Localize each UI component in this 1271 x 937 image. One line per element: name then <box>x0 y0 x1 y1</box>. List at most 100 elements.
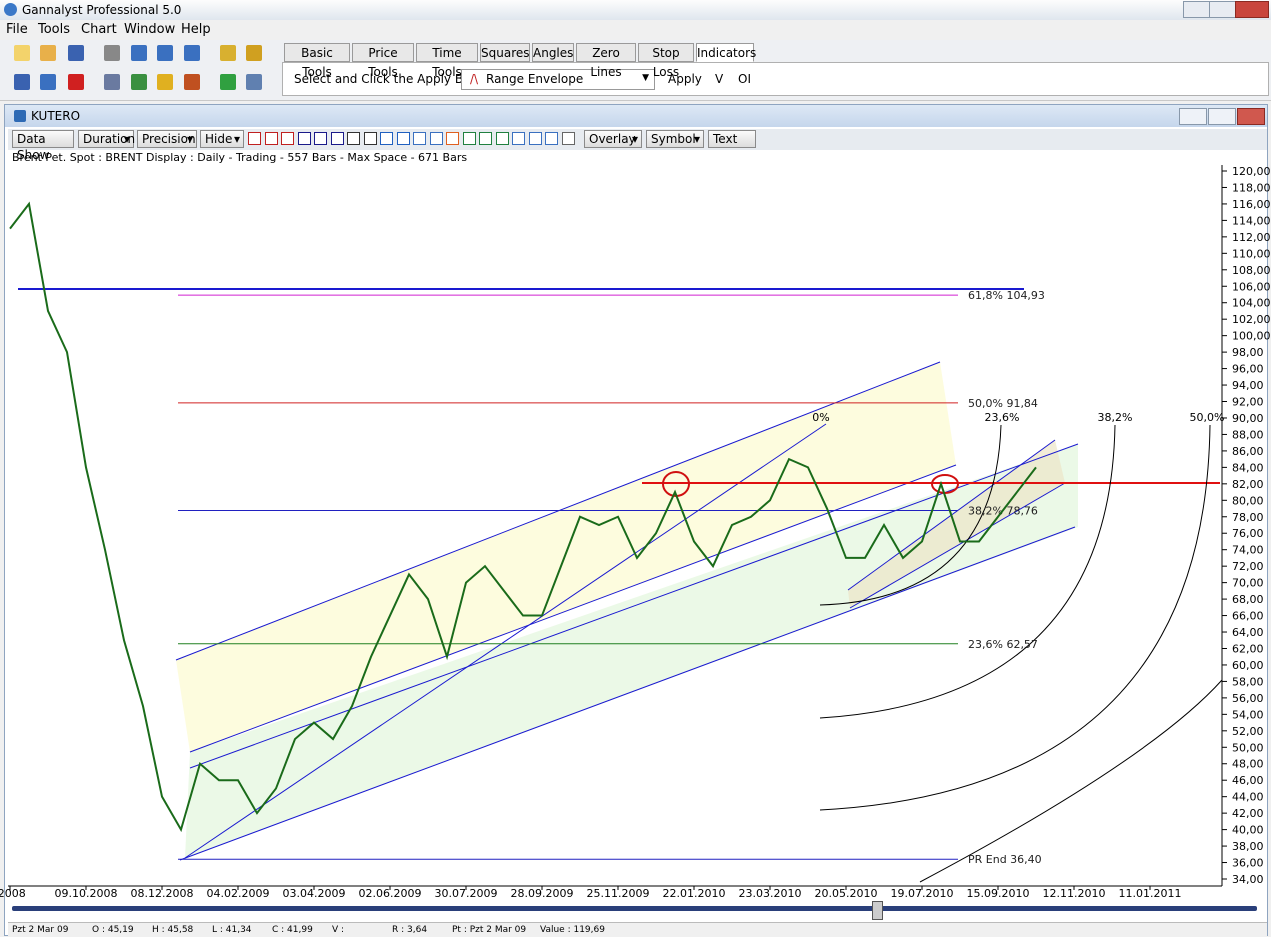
v-button[interactable]: V <box>715 72 724 86</box>
channel-fill <box>185 444 1078 858</box>
tool-icon[interactable] <box>246 45 262 61</box>
chart-tool-icon[interactable] <box>380 132 393 145</box>
y-tick-label: 110,00 <box>1232 247 1271 260</box>
tool-icon[interactable] <box>104 74 120 90</box>
y-tick-label: 42,00 <box>1232 807 1264 820</box>
chart-tool-icon[interactable] <box>545 132 558 145</box>
chart-tool-icon[interactable] <box>314 132 327 145</box>
tool-icon[interactable] <box>246 74 262 90</box>
menu-item[interactable]: Chart <box>81 22 117 37</box>
chart-tool-button[interactable]: Precision ▾ <box>137 130 197 148</box>
tab[interactable]: Time Tools <box>416 43 478 79</box>
menu-bar: File Tools Chart Window Help <box>0 20 1271 40</box>
status-bar <box>8 922 1267 937</box>
chart-tool-icon[interactable] <box>512 132 525 145</box>
chart-tool-icon[interactable] <box>363 132 377 145</box>
chart-tool-button[interactable]: Data Show <box>12 130 74 162</box>
toolbar: Select and Click the Apply Button Range … <box>0 40 1271 101</box>
menu-item[interactable]: Tools <box>38 22 71 37</box>
chart-tool-icon[interactable] <box>413 132 426 145</box>
oi-button[interactable]: OI <box>738 72 751 86</box>
chart-tool-button[interactable]: Overlay ▾ <box>584 130 642 148</box>
y-tick-label: 48,00 <box>1232 758 1264 771</box>
tool-icon[interactable] <box>220 45 236 61</box>
child-restore[interactable] <box>1208 108 1236 125</box>
y-tick-label: 100,00 <box>1232 330 1271 343</box>
chart-tool-icon[interactable] <box>429 132 443 145</box>
indicator-select[interactable]: Range Envelope /\ ▼ <box>461 69 655 90</box>
chart-tool-icon[interactable] <box>396 132 410 145</box>
y-tick-label: 114,00 <box>1232 214 1271 227</box>
chart-tool-icon[interactable] <box>479 132 492 145</box>
y-tick-label: 70,00 <box>1232 577 1264 590</box>
y-tick-label: 90,00 <box>1232 412 1264 425</box>
scroll-track[interactable] <box>12 906 1257 911</box>
tool-icon[interactable] <box>104 45 120 61</box>
child-close[interactable] <box>1237 108 1265 125</box>
tool-icon[interactable] <box>14 45 30 61</box>
title-bar: Gannalyst Professional 5.0 <box>0 0 1271 21</box>
chart-tool-icon[interactable] <box>281 132 294 145</box>
y-tick-label: 116,00 <box>1232 198 1271 211</box>
status-field: Value : 119,69 <box>540 925 605 935</box>
tool-icon[interactable] <box>131 74 147 90</box>
x-tick-label: 09.10.2008 <box>55 887 118 900</box>
gann-arc <box>819 424 1002 606</box>
chart-tool-icon[interactable] <box>561 132 575 145</box>
chart-tool-icon[interactable] <box>330 132 344 145</box>
y-tick-label: 62,00 <box>1232 642 1264 655</box>
dropdown-arrow: ▾ <box>693 132 700 146</box>
dropdown-arrow: ▾ <box>186 132 193 146</box>
tool-icon[interactable] <box>157 74 173 90</box>
tab[interactable]: Price Tools <box>352 43 414 79</box>
dropdown-arrow: ▾ <box>631 132 638 146</box>
tab[interactable]: Indicators <box>696 43 756 62</box>
scroll-thumb[interactable] <box>872 901 883 920</box>
y-tick-label: 52,00 <box>1232 725 1264 738</box>
status-field: L : 41,34 <box>212 925 252 935</box>
tool-icon[interactable] <box>184 45 200 61</box>
tool-icon[interactable] <box>131 45 147 61</box>
tab[interactable]: Angles <box>532 43 574 62</box>
apply-button[interactable]: Apply <box>668 72 702 86</box>
chart-tool-icon[interactable] <box>462 132 476 145</box>
chart-tool-icon[interactable] <box>297 132 311 145</box>
dropdown-arrow: ▾ <box>233 132 240 146</box>
tab[interactable]: Squares <box>480 43 530 62</box>
chart-tool-icon[interactable] <box>446 132 459 145</box>
chart-tool-button[interactable]: Hide ▾ <box>200 130 244 148</box>
close-button[interactable] <box>1235 1 1269 18</box>
tool-icon[interactable] <box>40 74 56 90</box>
chart-tool-button[interactable]: Text <box>708 130 756 148</box>
chart-tool-icon[interactable] <box>248 132 261 145</box>
y-tick-label: 82,00 <box>1232 478 1264 491</box>
tool-icon[interactable] <box>157 45 173 61</box>
child-minimize[interactable] <box>1179 108 1207 125</box>
tool-icon[interactable] <box>40 45 56 61</box>
x-tick-label: 03.04.2009 <box>283 887 346 900</box>
menu-item[interactable]: Window <box>124 22 176 37</box>
tab[interactable]: Basic Tools <box>284 43 350 79</box>
y-tick-label: 56,00 <box>1232 692 1264 705</box>
chart-tool-icon[interactable] <box>347 132 360 145</box>
fib-label: 50,0% 91,84 <box>968 397 1038 410</box>
x-tick-label: 30.07.2009 <box>435 887 498 900</box>
tool-icon[interactable] <box>68 45 84 61</box>
chart-tool-icon[interactable] <box>528 132 542 145</box>
tab[interactable]: Stop Loss <box>638 43 694 79</box>
chart-tool-icon[interactable] <box>495 132 509 145</box>
chart-tool-icon[interactable] <box>264 132 278 145</box>
chart-tool-button[interactable]: Duration ▾ <box>78 130 135 148</box>
tab[interactable]: Zero Lines <box>576 43 636 79</box>
tool-icon[interactable] <box>220 74 236 90</box>
tab-panel <box>282 62 1269 96</box>
tool-icon[interactable] <box>68 74 84 90</box>
tool-icon[interactable] <box>184 74 200 90</box>
x-tick-label: .2008 <box>0 887 26 900</box>
menu-item[interactable]: Help <box>181 22 211 37</box>
menu-item[interactable]: File <box>6 22 28 37</box>
chart-tool-button[interactable]: Symbol ▾ <box>646 130 704 148</box>
fib-label: PR End 36,40 <box>968 853 1042 866</box>
tool-icon[interactable] <box>14 74 30 90</box>
